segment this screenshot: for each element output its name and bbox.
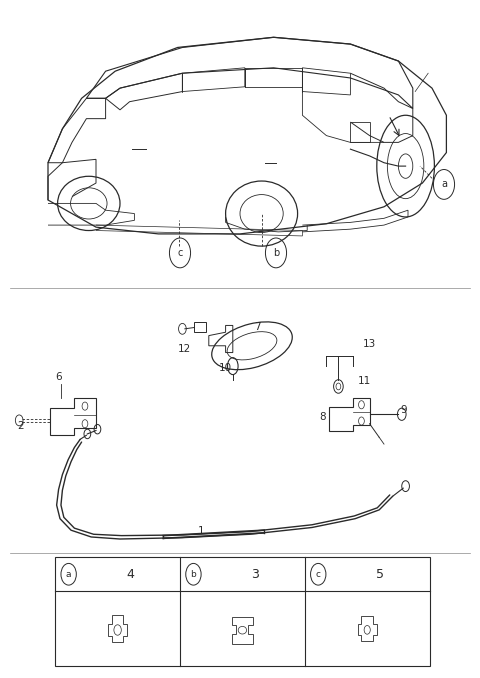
Text: 5: 5 bbox=[376, 567, 384, 581]
Text: a: a bbox=[441, 180, 447, 189]
Text: c: c bbox=[316, 570, 321, 579]
Text: 6: 6 bbox=[55, 372, 62, 382]
Text: 12: 12 bbox=[178, 344, 191, 354]
Text: 4: 4 bbox=[126, 567, 134, 581]
Text: 9: 9 bbox=[401, 405, 408, 415]
Text: c: c bbox=[177, 248, 183, 258]
Text: 2: 2 bbox=[17, 420, 24, 431]
Text: 11: 11 bbox=[358, 376, 371, 386]
Text: b: b bbox=[191, 570, 196, 579]
Text: 8: 8 bbox=[319, 412, 326, 422]
Text: 13: 13 bbox=[362, 339, 376, 349]
Text: 10: 10 bbox=[218, 363, 231, 373]
Bar bbox=[55, 557, 430, 666]
Text: a: a bbox=[66, 570, 72, 579]
Text: b: b bbox=[273, 248, 279, 258]
Text: 3: 3 bbox=[251, 567, 259, 581]
Text: 1: 1 bbox=[198, 525, 205, 536]
Text: 7: 7 bbox=[254, 322, 261, 332]
